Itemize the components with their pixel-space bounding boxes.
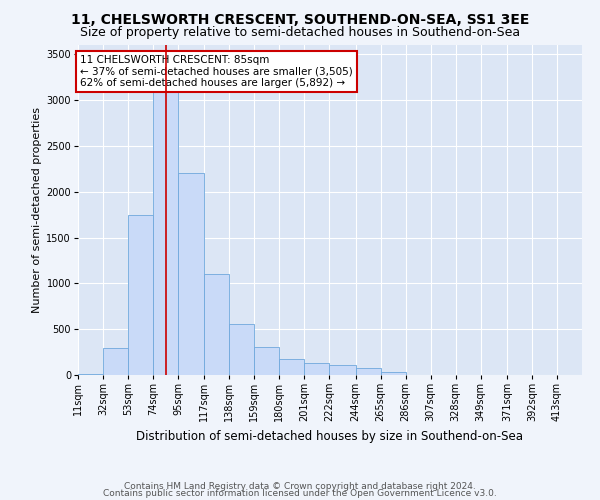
- X-axis label: Distribution of semi-detached houses by size in Southend-on-Sea: Distribution of semi-detached houses by …: [137, 430, 523, 443]
- Text: 11 CHELSWORTH CRESCENT: 85sqm
← 37% of semi-detached houses are smaller (3,505)
: 11 CHELSWORTH CRESCENT: 85sqm ← 37% of s…: [80, 55, 353, 88]
- Bar: [103, 348, 128, 375]
- Bar: [304, 363, 329, 375]
- Bar: [128, 214, 153, 375]
- Bar: [380, 372, 406, 375]
- Text: Contains public sector information licensed under the Open Government Licence v3: Contains public sector information licen…: [103, 490, 497, 498]
- Bar: [356, 368, 380, 375]
- Bar: [229, 324, 254, 375]
- Bar: [329, 365, 356, 375]
- Text: Contains HM Land Registry data © Crown copyright and database right 2024.: Contains HM Land Registry data © Crown c…: [124, 482, 476, 491]
- Bar: [254, 346, 280, 375]
- Y-axis label: Number of semi-detached properties: Number of semi-detached properties: [32, 107, 42, 313]
- Bar: [280, 360, 304, 375]
- Text: Size of property relative to semi-detached houses in Southend-on-Sea: Size of property relative to semi-detach…: [80, 26, 520, 39]
- Bar: [78, 374, 103, 375]
- Bar: [153, 68, 178, 375]
- Bar: [178, 174, 204, 375]
- Bar: [204, 274, 229, 375]
- Text: 11, CHELSWORTH CRESCENT, SOUTHEND-ON-SEA, SS1 3EE: 11, CHELSWORTH CRESCENT, SOUTHEND-ON-SEA…: [71, 12, 529, 26]
